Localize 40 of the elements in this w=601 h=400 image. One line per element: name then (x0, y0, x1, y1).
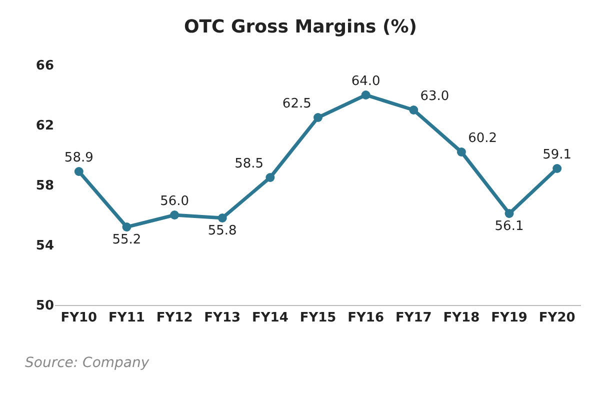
data-label: 63.0 (420, 89, 450, 104)
data-label: 56.1 (494, 218, 524, 234)
source-note: Source: Company (25, 355, 150, 371)
x-tick-label: FY16 (348, 310, 384, 326)
x-tick-label: FY19 (491, 310, 528, 326)
data-label: 55.2 (112, 232, 142, 248)
y-tick-label: 66 (36, 58, 54, 74)
point (122, 222, 132, 232)
point (218, 214, 227, 222)
y-tick-label: 50 (36, 298, 54, 314)
y-tick-label: 54 (36, 238, 54, 254)
data-label: 56.0 (160, 194, 190, 210)
point (314, 113, 322, 122)
y-tick-label: 58 (36, 178, 54, 194)
x-tick-label: FY13 (204, 310, 241, 326)
x-tick-label: FY17 (395, 310, 432, 326)
data-label: 55.8 (208, 223, 237, 238)
point (266, 173, 275, 182)
point (409, 106, 418, 114)
data-label: 64.0 (351, 74, 380, 90)
data-label: 58.9 (64, 150, 94, 166)
point (504, 209, 514, 218)
x-tick-label: FY20 (538, 310, 576, 326)
point (74, 167, 84, 176)
data-label: 60.2 (468, 131, 498, 146)
x-tick-label: FY10 (60, 310, 98, 326)
chart-title: OTC Gross Margins (%) (184, 16, 418, 38)
x-tick-label: FY12 (156, 310, 193, 326)
x-tick-label: FY18 (443, 310, 480, 326)
point (552, 164, 562, 173)
point (170, 210, 180, 220)
data-label: 58.5 (234, 156, 264, 172)
point (361, 90, 370, 100)
point (456, 148, 466, 156)
x-tick-label: FY14 (252, 310, 288, 326)
data-label: 59.1 (542, 148, 572, 163)
y-tick-label: 62 (36, 118, 54, 134)
data-label: 62.5 (282, 96, 312, 112)
x-tick-label: FY15 (300, 310, 336, 326)
x-tick-label: FY11 (108, 310, 145, 326)
